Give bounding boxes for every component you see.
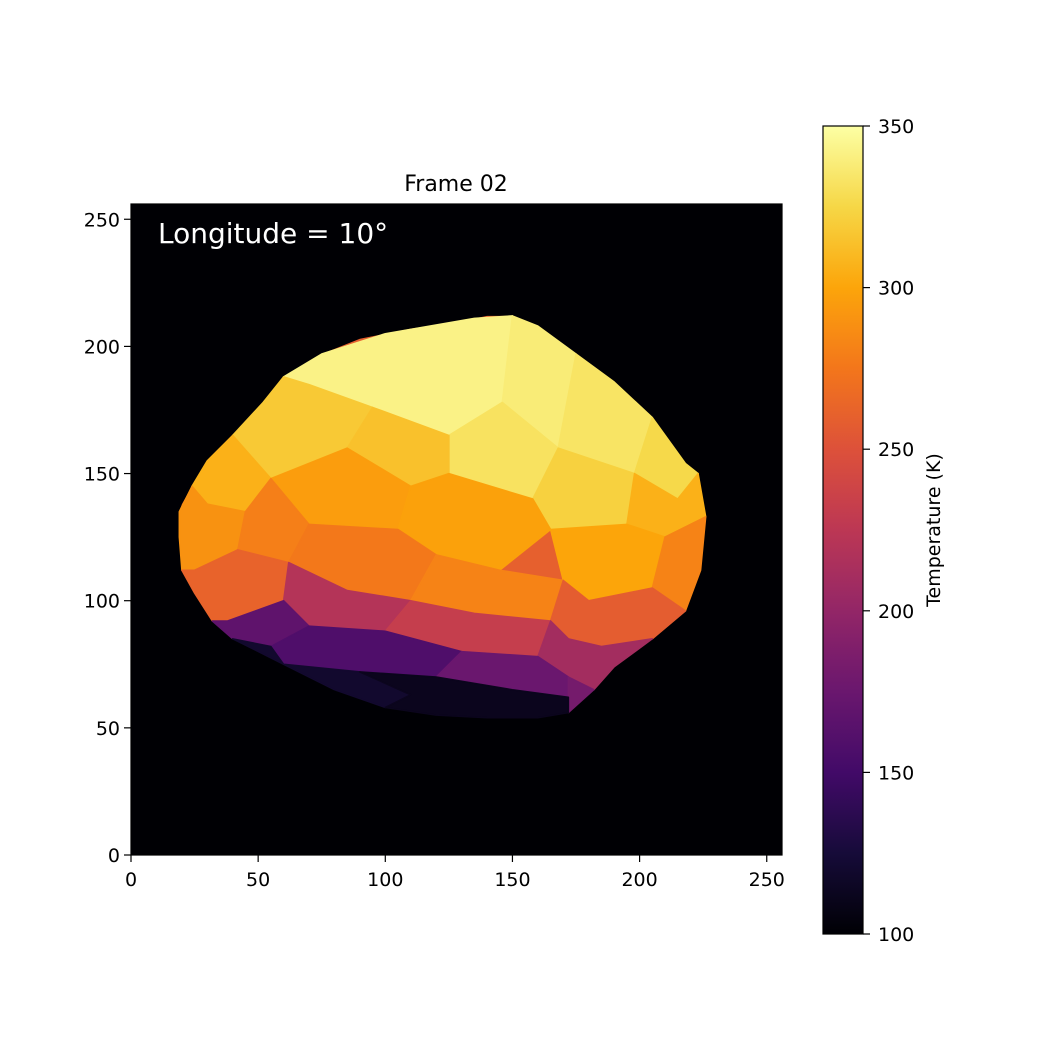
- chart-title: Frame 02: [404, 172, 508, 197]
- colorbar-tick-label: 100: [878, 924, 914, 946]
- colorbar-tick-label: 300: [878, 278, 914, 300]
- colorbar-tick-label: 350: [878, 116, 914, 138]
- x-tick-label: 150: [494, 869, 530, 891]
- colorbar-label: Temperature (K): [923, 453, 945, 608]
- x-tick-label: 50: [246, 869, 270, 891]
- colorbar-tick-label: 250: [878, 439, 914, 461]
- x-tick-label: 0: [125, 869, 137, 891]
- y-tick-label: 150: [84, 464, 120, 486]
- x-tick-label: 250: [749, 869, 785, 891]
- x-tick-label: 100: [367, 869, 403, 891]
- colorbar-tick-label: 200: [878, 601, 914, 623]
- surface-facet: [651, 516, 707, 612]
- x-tick-label: 200: [621, 869, 657, 891]
- colorbar-tick-label: 150: [878, 762, 914, 784]
- y-tick-label: 100: [84, 591, 120, 613]
- asteroid-image: [178, 315, 707, 719]
- plot-area: Longitude = 10°: [130, 203, 783, 856]
- surface-facet: [359, 671, 570, 719]
- longitude-annotation: Longitude = 10°: [158, 217, 388, 250]
- y-tick-label: 0: [108, 845, 120, 867]
- plot-frame: [130, 203, 783, 856]
- colorbar-axis: 100 150 200 250 300 350: [863, 116, 914, 946]
- y-tick-label: 50: [96, 718, 120, 740]
- y-axis: 0 50 100 150 200 250: [84, 209, 131, 867]
- colorbar-gradient: [822, 125, 864, 935]
- x-axis: 0 50 100 150 200 250: [125, 855, 785, 891]
- colorbar: 100 150 200 250 300 350 Temperature (K): [822, 116, 945, 946]
- y-tick-label: 250: [84, 209, 120, 231]
- y-tick-label: 200: [84, 336, 120, 358]
